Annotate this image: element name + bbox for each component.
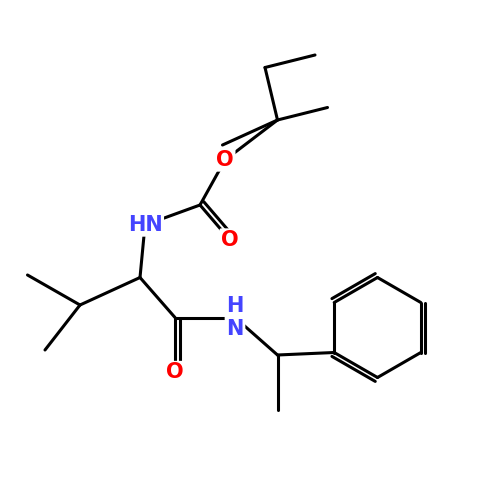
Text: O: O	[166, 362, 184, 382]
Text: HN: HN	[128, 215, 162, 235]
Text: O: O	[216, 150, 234, 170]
Text: O: O	[221, 230, 239, 250]
Text: H
N: H N	[226, 296, 244, 339]
